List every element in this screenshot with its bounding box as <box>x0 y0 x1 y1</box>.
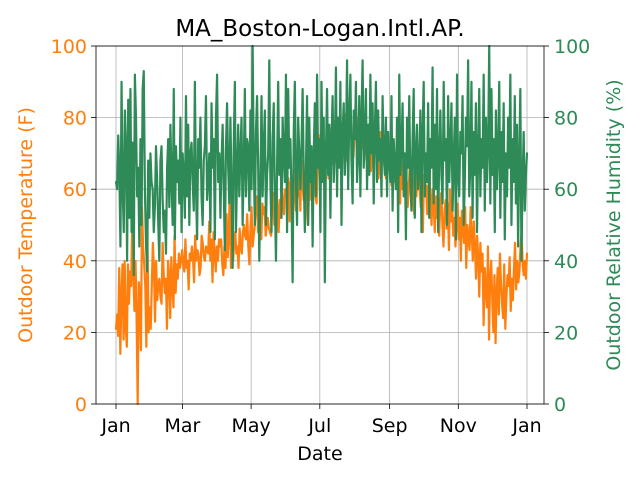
x-tick-label: Jan <box>100 415 130 437</box>
y-left-tick-label: 100 <box>51 36 87 58</box>
y-right-tick-label: 80 <box>554 108 578 130</box>
humidity-series-line <box>114 44 529 284</box>
y-right-tick-label: 100 <box>554 36 590 58</box>
y-right-tick-label: 60 <box>554 179 578 201</box>
x-tick-label: May <box>231 415 270 437</box>
y-right-tick-label: 0 <box>554 394 566 416</box>
y-left-tick-label: 40 <box>63 251 87 273</box>
y-left-tick-label: 80 <box>63 108 87 130</box>
tick-labels: Jan Mar May Jul Sep Nov Jan 0 20 40 60 80 100 0 20 40 60… <box>51 36 591 437</box>
y-left-tick-label: 0 <box>75 394 87 416</box>
y-left-tick-label: 20 <box>63 322 87 344</box>
tick-marks <box>91 45 549 409</box>
x-tick-label: Nov <box>440 415 477 437</box>
y-axis-right-title: Outdoor Relative Humidity (%) <box>603 79 625 370</box>
x-tick-label: Sep <box>372 415 408 437</box>
y-right-tick-label: 20 <box>554 322 578 344</box>
x-tick-label: Mar <box>165 415 201 437</box>
chart-title: MA_Boston-Logan.Intl.AP. <box>175 16 464 42</box>
x-axis-title: Date <box>297 443 342 465</box>
y-axis-left-title: Outdoor Temperature (F) <box>15 107 37 343</box>
y-left-tick-label: 60 <box>63 179 87 201</box>
series-lines <box>114 44 529 406</box>
x-tick-label: Jan <box>511 415 541 437</box>
y-right-tick-label: 40 <box>554 251 578 273</box>
x-tick-label: Jul <box>307 415 331 437</box>
